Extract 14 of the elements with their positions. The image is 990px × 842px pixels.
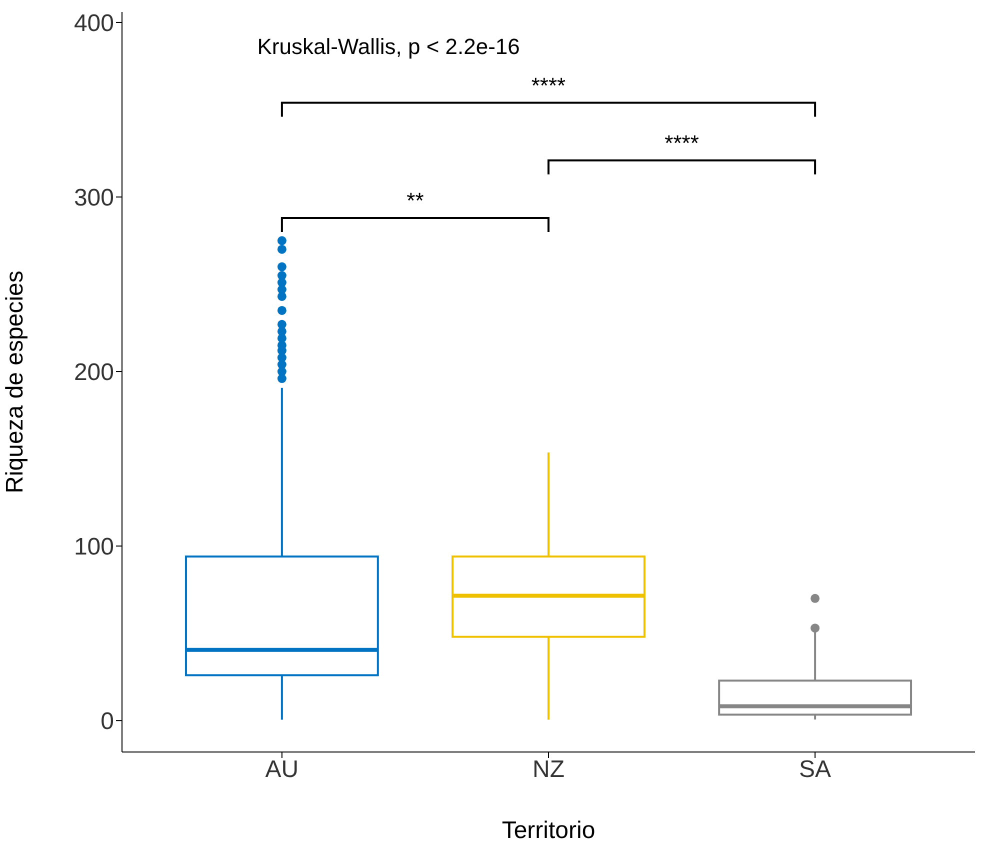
y-tick-label: 100: [74, 534, 114, 561]
y-tick-label: 200: [74, 359, 114, 386]
x-tick-label: AU: [265, 756, 299, 784]
y-tick-label: 300: [74, 184, 114, 212]
y-tick-label: 0: [100, 708, 114, 736]
x-tick-label: NZ: [532, 756, 564, 784]
x-axis-title: Territorio: [502, 817, 596, 842]
y-tick-label: 400: [74, 10, 114, 37]
annotation: Kruskal-Wallis, p < 2.2e-16: [257, 34, 520, 59]
annotation: **: [406, 188, 424, 213]
annotation: ****: [664, 130, 700, 156]
x-tick-label: SA: [799, 756, 832, 784]
y-axis-title: Riqueza de especies: [2, 270, 29, 494]
annotation: ****: [531, 72, 566, 98]
